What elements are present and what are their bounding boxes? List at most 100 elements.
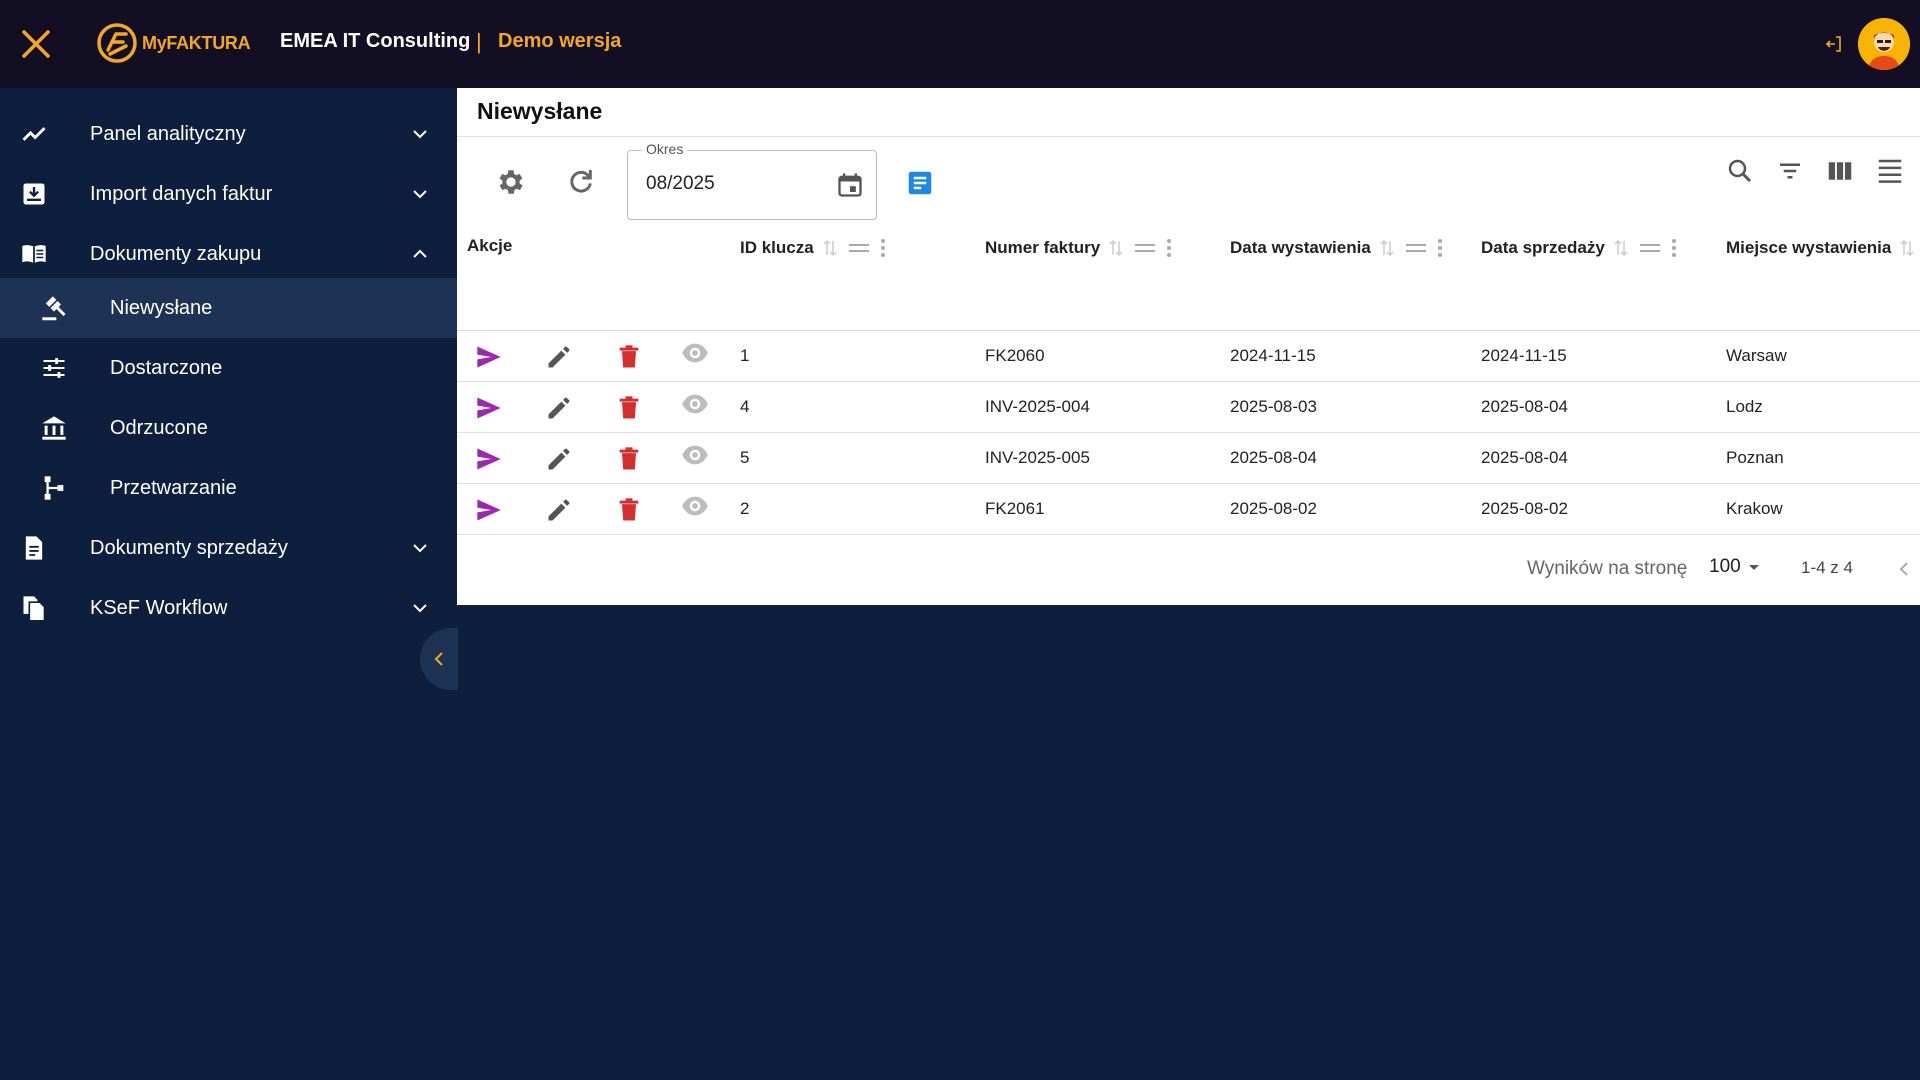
pencil-icon xyxy=(548,499,570,521)
cell-data-wystawienia: 2024-11-15 xyxy=(1230,346,1316,365)
column-title: ID klucza xyxy=(740,238,814,257)
edit-button[interactable] xyxy=(545,496,573,524)
user-avatar[interactable] xyxy=(1858,18,1910,70)
header-divider xyxy=(457,330,1920,331)
chevron-left-icon xyxy=(1899,562,1908,576)
sort-icon[interactable] xyxy=(1108,238,1124,258)
column-header-numer-faktury[interactable]: Numer faktury xyxy=(985,238,1172,258)
delete-button[interactable] xyxy=(615,343,643,371)
pencil-icon xyxy=(548,397,570,419)
sidebar-item-label: KSeF Workflow xyxy=(90,596,228,619)
document-lines-icon xyxy=(908,171,932,195)
preview-button[interactable] xyxy=(681,441,709,469)
sort-icon[interactable] xyxy=(1613,238,1629,258)
delete-button[interactable] xyxy=(615,445,643,473)
preview-button[interactable] xyxy=(681,492,709,520)
pagination-range: 1-4 z 4 xyxy=(1801,558,1853,577)
header-separator: | xyxy=(476,29,482,54)
book-open-icon xyxy=(22,245,46,264)
export-document-button[interactable] xyxy=(905,168,937,200)
logout-icon xyxy=(1825,36,1841,52)
okres-input[interactable] xyxy=(646,173,816,195)
sidebar-item-dokumenty-sprzedazy[interactable]: Dokumenty sprzedaży xyxy=(0,518,457,578)
send-button[interactable] xyxy=(475,496,503,524)
sidebar-item-niewyslane[interactable]: Niewysłane xyxy=(0,278,457,338)
column-menu-icon[interactable] xyxy=(1671,238,1677,258)
column-header-data-sprzedazy[interactable]: Data sprzedaży xyxy=(1481,238,1677,258)
preview-button[interactable] xyxy=(681,339,709,367)
filter-button[interactable] xyxy=(1775,156,1807,188)
page-title: Niewysłane xyxy=(477,98,603,124)
table-row[interactable]: 2 FK2061 2025-08-02 2025-08-02 Krakow xyxy=(457,484,1920,535)
cell-id-klucza: 1 xyxy=(740,346,750,365)
eye-icon xyxy=(682,394,708,414)
columns-button[interactable] xyxy=(1825,156,1857,188)
send-button[interactable] xyxy=(475,394,503,422)
column-menu-icon[interactable] xyxy=(1166,238,1172,258)
cell-id-klucza: 2 xyxy=(740,499,750,518)
cell-data-wystawienia: 2025-08-02 xyxy=(1230,499,1317,518)
cell-numer-faktury: FK2060 xyxy=(985,346,1045,365)
table-row[interactable]: 4 INV-2025-004 2025-08-03 2025-08-04 Lod… xyxy=(457,382,1920,433)
send-button[interactable] xyxy=(475,445,503,473)
density-button[interactable] xyxy=(1875,156,1907,188)
close-menu-button[interactable] xyxy=(16,24,56,64)
sidebar-item-label: Odrzucone xyxy=(110,416,208,439)
eye-icon xyxy=(682,445,708,465)
edit-button[interactable] xyxy=(545,343,573,371)
sort-icon[interactable] xyxy=(1899,238,1915,258)
tune-icon xyxy=(43,358,65,378)
logout-button[interactable] xyxy=(1822,32,1846,56)
close-icon xyxy=(22,30,50,58)
send-button[interactable] xyxy=(475,343,503,371)
cell-data-sprzedazy: 2024-11-15 xyxy=(1481,346,1567,365)
avatar-icon xyxy=(1858,18,1910,70)
trash-icon xyxy=(619,345,639,368)
column-header-id-klucza[interactable]: ID klucza xyxy=(740,238,886,258)
cell-numer-faktury: FK2061 xyxy=(985,499,1045,518)
delete-button[interactable] xyxy=(615,496,643,524)
cell-data-sprzedazy: 2025-08-04 xyxy=(1481,448,1568,467)
column-header-data-wystawienia[interactable]: Data wystawienia xyxy=(1230,238,1443,258)
sidebar-item-dokumenty-zakupu[interactable]: Dokumenty zakupu xyxy=(0,224,457,284)
previous-page-button[interactable] xyxy=(1893,558,1915,580)
sidebar-item-przetwarzanie[interactable]: Przetwarzanie xyxy=(0,458,457,518)
preview-button[interactable] xyxy=(681,390,709,418)
sidebar-item-dostarczone[interactable]: Dostarczone xyxy=(0,338,457,398)
sidebar-item-import-danych[interactable]: Import danych faktur xyxy=(0,164,457,224)
sidebar-item-label: Import danych faktur xyxy=(90,182,273,205)
okres-field[interactable]: Okres xyxy=(627,141,877,220)
column-menu-icon[interactable] xyxy=(1437,238,1443,258)
drag-handle-icon[interactable] xyxy=(1639,241,1661,255)
edit-button[interactable] xyxy=(545,394,573,422)
sidebar-item-label: Niewysłane xyxy=(110,296,213,319)
calendar-button[interactable] xyxy=(836,171,864,199)
sidebar-item-ksef-workflow[interactable]: KSeF Workflow xyxy=(0,578,457,638)
sidebar-item-odrzucone[interactable]: Odrzucone xyxy=(0,398,457,458)
chevron-down-icon xyxy=(413,604,427,613)
table-footer: Wyników na stronę 100 1-4 z 4 xyxy=(457,536,1920,605)
chevron-down-icon xyxy=(413,544,427,553)
cell-numer-faktury: INV-2025-004 xyxy=(985,397,1090,416)
search-button[interactable] xyxy=(1725,156,1757,188)
cell-data-wystawienia: 2025-08-04 xyxy=(1230,448,1317,467)
settings-button[interactable] xyxy=(495,166,527,198)
eye-icon xyxy=(682,496,708,516)
drag-handle-icon[interactable] xyxy=(1405,241,1427,255)
drag-handle-icon[interactable] xyxy=(1134,241,1156,255)
rows-per-page-select[interactable]: 100 xyxy=(1709,556,1761,578)
column-title: Miejsce wystawienia xyxy=(1726,238,1892,257)
column-header-miejsce-wystawienia[interactable]: Miejsce wystawienia xyxy=(1726,238,1915,258)
edit-button[interactable] xyxy=(545,445,573,473)
refresh-button[interactable] xyxy=(565,166,597,198)
sidebar-item-panel-analityczny[interactable]: Panel analityczny xyxy=(0,104,457,164)
app-logo[interactable]: MyFAKTURA xyxy=(96,22,251,64)
table-row[interactable]: 5 INV-2025-005 2025-08-04 2025-08-04 Poz… xyxy=(457,433,1920,484)
delete-button[interactable] xyxy=(615,394,643,422)
rows-per-page-value: 100 xyxy=(1709,556,1741,577)
column-menu-icon[interactable] xyxy=(880,238,886,258)
drag-handle-icon[interactable] xyxy=(848,241,870,255)
table-row[interactable]: 1 FK2060 2024-11-15 2024-11-15 Warsaw xyxy=(457,331,1920,382)
sort-icon[interactable] xyxy=(822,238,838,258)
sort-icon[interactable] xyxy=(1379,238,1395,258)
